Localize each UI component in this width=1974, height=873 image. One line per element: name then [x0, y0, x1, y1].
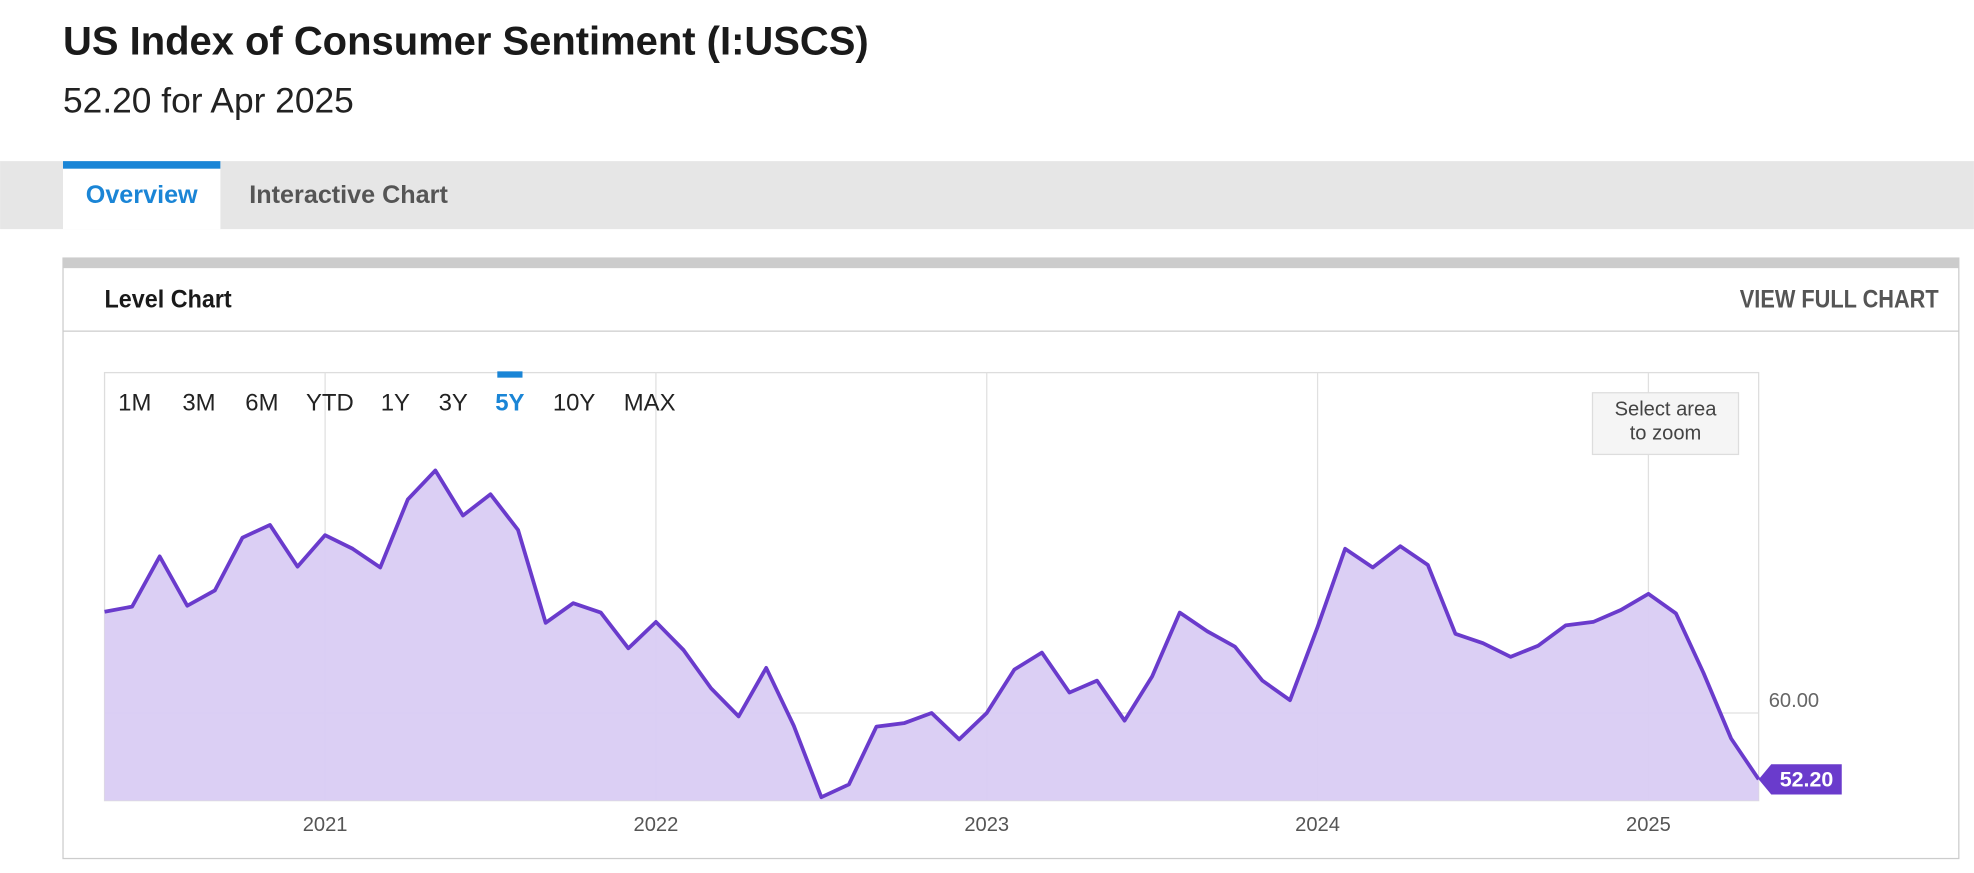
tab[interactable]: Interactive Chart: [249, 181, 448, 209]
card-title: Level Chart: [105, 286, 233, 314]
tab-bar: [0, 161, 1974, 230]
range-selected-bar: [497, 371, 523, 378]
current-label: 52.20: [1780, 767, 1834, 791]
tab-active-bar: [63, 161, 221, 169]
card-top-bar: [63, 258, 1959, 269]
x-tick-label: 2023: [964, 814, 1009, 836]
range-button[interactable]: YTD: [306, 389, 354, 416]
range-button[interactable]: 3M: [182, 389, 215, 416]
x-tick-label: 2024: [1295, 814, 1340, 836]
view-full-chart[interactable]: VIEW FULL CHART: [1740, 286, 1939, 314]
x-tick-label: 2022: [634, 814, 679, 836]
tab[interactable]: Overview: [86, 181, 198, 209]
range-button[interactable]: MAX: [624, 389, 676, 416]
tab-active-bg: [63, 161, 221, 230]
range-button[interactable]: 10Y: [553, 389, 596, 416]
chart: 2021 2022 2023 2024 2025 60.00 52.20 1M 3M 6M YTD 1…: [104, 371, 1842, 836]
zoom-hint-box: [1591, 392, 1740, 456]
x-tick-label: 2025: [1626, 814, 1671, 836]
range-button[interactable]: 1Y: [381, 389, 410, 416]
zoom-hint: to zoom: [1630, 423, 1702, 445]
range-button[interactable]: 6M: [245, 389, 278, 416]
current-badge: [1758, 764, 1842, 795]
x-tick-label: 2021: [303, 814, 348, 836]
range-button[interactable]: 5Y: [495, 389, 524, 416]
line: [104, 468, 1761, 800]
range-button[interactable]: 1M: [118, 389, 151, 416]
range-button[interactable]: 3Y: [439, 389, 468, 416]
page-subtitle: 52.20 for Apr 2025: [63, 82, 354, 121]
zoom-hint: Select area: [1615, 399, 1718, 421]
page-title: US Index of Consumer Sentiment (I:USCS): [63, 19, 869, 64]
y-tick-label: 60.00: [1769, 690, 1819, 712]
